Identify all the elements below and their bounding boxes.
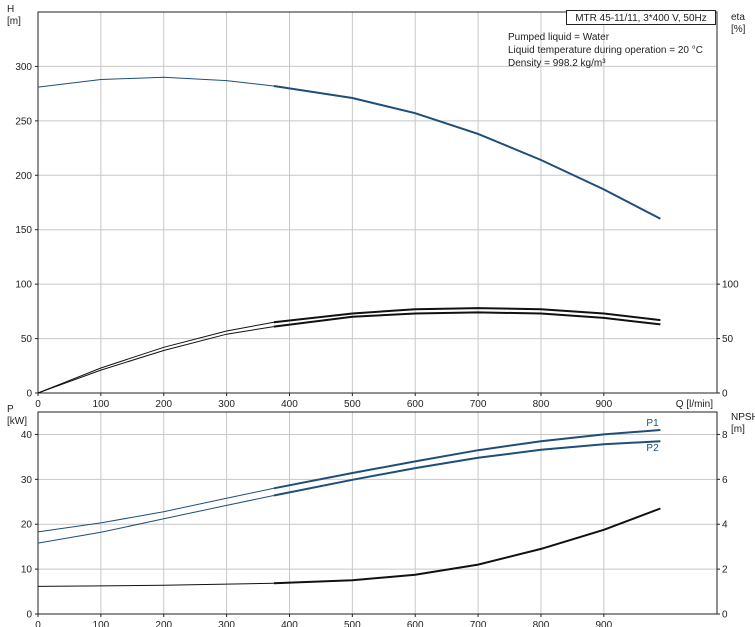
lower-x-tick-label: 400 bbox=[281, 620, 298, 627]
lower-series-0-line bbox=[273, 429, 661, 490]
lower-y-tick-label: 30 bbox=[21, 475, 33, 486]
lower-x-tick-label: 100 bbox=[93, 620, 110, 627]
condition-liquid-temperature: Liquid temperature during operation = 20… bbox=[508, 45, 703, 56]
upper-x-tick-label: 300 bbox=[218, 399, 235, 410]
lower-x-tick-label: 900 bbox=[595, 620, 612, 627]
lower-y2-tick-label: 2 bbox=[722, 565, 728, 576]
lower-x-tick-label: 300 bbox=[218, 620, 235, 627]
condition-pumped-liquid: Pumped liquid = Water bbox=[508, 32, 610, 43]
upper-x-tick-label: 500 bbox=[344, 399, 361, 410]
lower-series-2-line bbox=[273, 507, 661, 585]
upper-x-tick-label: 100 bbox=[93, 399, 110, 410]
upper-x-axis-label: Q [l/min] bbox=[676, 399, 713, 410]
lower-y-tick-label: 10 bbox=[21, 565, 33, 576]
upper-y-axis-label: [m] bbox=[7, 16, 21, 27]
lower-y2-tick-label: 4 bbox=[722, 520, 728, 531]
lower-series-0-line-thin bbox=[37, 487, 274, 533]
upper-y-tick-label: 150 bbox=[15, 225, 32, 236]
lower-series-2-line-thin bbox=[37, 582, 274, 587]
upper-x-tick-label: 900 bbox=[595, 399, 612, 410]
upper-plot-series bbox=[37, 76, 661, 394]
upper-x-tick-label: 700 bbox=[470, 399, 487, 410]
lower-y-tick-label: 20 bbox=[21, 520, 33, 531]
upper-x-tick-label: 400 bbox=[281, 399, 298, 410]
upper-x-tick-label: 0 bbox=[35, 399, 41, 410]
condition-density: Density = 998.2 kg/m³ bbox=[508, 58, 606, 69]
lower-series-1-line-thin bbox=[37, 495, 274, 544]
lower-x-tick-label: 800 bbox=[533, 620, 550, 627]
upper-y-tick-label: 250 bbox=[15, 116, 32, 127]
upper-y2-tick-label: 0 bbox=[722, 389, 728, 400]
lower-x-tick-label: 0 bbox=[35, 620, 41, 627]
upper-series-2-line-thin bbox=[37, 326, 274, 394]
lower-y2-axis-label: NPSH bbox=[731, 412, 755, 423]
lower-y2-tick-label: 6 bbox=[722, 475, 728, 486]
lower-series-label-p1: P1 bbox=[646, 418, 659, 429]
lower-series-label-p2: P2 bbox=[646, 443, 659, 454]
lower-y2-axis-label: [m] bbox=[731, 424, 745, 435]
upper-series-0-line-thin bbox=[37, 76, 274, 88]
lower-series-1-line bbox=[273, 440, 661, 497]
upper-y-axis-label: H bbox=[7, 4, 14, 15]
lower-x-tick-label: 600 bbox=[407, 620, 424, 627]
upper-x-tick-label: 200 bbox=[155, 399, 172, 410]
upper-y-tick-label: 50 bbox=[21, 334, 33, 345]
lower-y-tick-label: 0 bbox=[26, 610, 32, 621]
upper-x-tick-label: 600 bbox=[407, 399, 424, 410]
upper-plot-grid bbox=[35, 11, 720, 396]
upper-y-tick-label: 300 bbox=[15, 62, 32, 73]
lower-y-tick-label: 40 bbox=[21, 430, 33, 441]
lower-y-axis-label: P bbox=[7, 404, 14, 415]
upper-series-1-line-thin bbox=[37, 321, 274, 394]
upper-y2-axis-label: eta bbox=[731, 12, 745, 23]
upper-plot-frame bbox=[37, 11, 718, 394]
lower-x-tick-label: 500 bbox=[344, 620, 361, 627]
pump-label-box: MTR 45-11/11, 3*400 V, 50Hz bbox=[566, 10, 716, 25]
upper-y-tick-label: 0 bbox=[26, 389, 32, 400]
upper-y-tick-label: 200 bbox=[15, 171, 32, 182]
lower-y2-tick-label: 8 bbox=[722, 430, 728, 441]
lower-y2-tick-label: 0 bbox=[722, 610, 728, 621]
upper-series-2-line bbox=[273, 311, 661, 328]
lower-x-tick-label: 200 bbox=[155, 620, 172, 627]
upper-series-0-line bbox=[273, 85, 661, 220]
lower-x-tick-label: 700 bbox=[470, 620, 487, 627]
upper-series-1-line bbox=[273, 307, 661, 324]
lower-plot-frame bbox=[37, 411, 718, 615]
upper-y-tick-label: 100 bbox=[15, 280, 32, 291]
upper-y2-tick-label: 50 bbox=[722, 334, 734, 345]
lower-plot-series bbox=[37, 429, 661, 587]
upper-x-tick-label: 800 bbox=[533, 399, 550, 410]
upper-y2-axis-label: [%] bbox=[731, 24, 746, 35]
upper-y2-tick-label: 100 bbox=[722, 280, 739, 291]
axis-labels: 0 100 200 300 400 500 600 700 800 900050100150200… bbox=[7, 4, 755, 627]
lower-y-axis-label: [kW] bbox=[7, 416, 27, 427]
